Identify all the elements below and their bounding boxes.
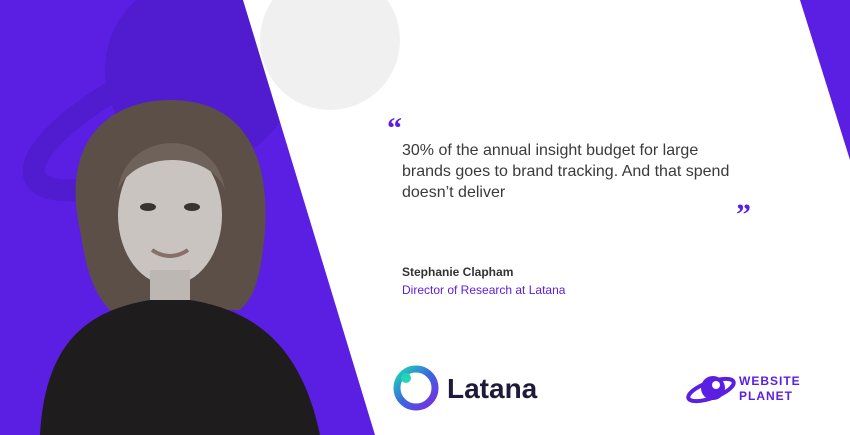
publisher-line-1: WEBSITE — [739, 374, 801, 388]
white-panel — [243, 0, 850, 435]
person-name: Stephanie Clapham — [402, 265, 513, 279]
person-role: Director of Research at Latana — [402, 283, 566, 297]
portrait — [40, 100, 320, 435]
bg-planet-light — [260, 0, 400, 110]
quote-close-mark: ” — [736, 198, 751, 231]
company-logo-text: Latana — [447, 373, 538, 404]
quote-open-mark: “ — [387, 112, 402, 145]
publisher-line-2: PLANET — [739, 389, 793, 403]
website-planet-mark — [686, 376, 736, 404]
latana-logo-mark — [393, 365, 439, 411]
quote-text: 30% of the annual insight budget for lar… — [402, 142, 730, 201]
